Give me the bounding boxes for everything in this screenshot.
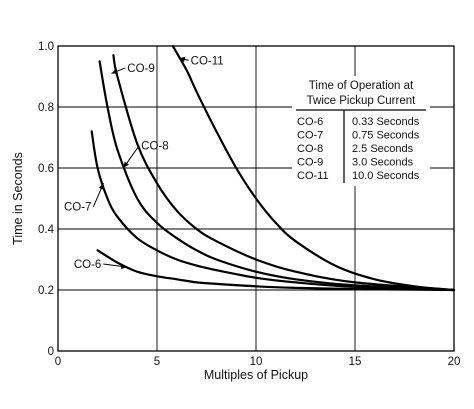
- table-title-line-2: Twice Pickup Current: [307, 95, 416, 107]
- leader-arrowhead: [98, 183, 104, 190]
- y-axis-title: Time in Seconds: [11, 152, 25, 245]
- curve-co-9: [112, 54, 456, 292]
- table-relay-cell: CO-8: [297, 143, 323, 155]
- leader-arrowhead: [121, 263, 128, 269]
- table-background: [292, 76, 430, 186]
- curve-co-7: [90, 130, 456, 292]
- y-tick-label: 0.2: [38, 285, 54, 297]
- x-tick-label: 10: [250, 356, 263, 368]
- tick-labels: 0 5 10 15 20 0 0.2 0.4 0.6 0.8 1.0: [38, 41, 460, 368]
- x-axis-title: Multiples of Pickup: [204, 368, 308, 382]
- table-relay-cell: CO-7: [297, 130, 323, 142]
- curve-co-6: [96, 249, 456, 292]
- plot-frame: [57, 45, 455, 352]
- x-tick-label: 15: [349, 356, 362, 368]
- table-relay-cell: CO-11: [297, 170, 329, 182]
- y-tick-label: 0.6: [38, 163, 54, 175]
- curve-label-co-7: CO-7: [64, 202, 91, 214]
- curve-label-co-9: CO-9: [127, 63, 154, 75]
- table-time-cell: 10.0 Seconds: [352, 170, 420, 182]
- y-tick-label: 0.4: [38, 224, 55, 236]
- curves: [90, 44, 456, 292]
- curve-co-8: [98, 60, 456, 292]
- table-time-cell: 0.33 Seconds: [352, 116, 420, 128]
- table-time-cell: 3.0 Seconds: [352, 157, 414, 169]
- curve-label-co-11: CO-11: [191, 55, 224, 67]
- x-tick-label: 20: [448, 356, 461, 368]
- y-tick-label: 1.0: [38, 41, 54, 53]
- leader-arrowhead: [178, 56, 186, 62]
- leader-arrowhead: [123, 161, 129, 168]
- leader-arrowhead: [111, 68, 118, 74]
- curve-labels: CO-6 CO-7 CO-8 CO-9 CO-11: [64, 55, 224, 271]
- y-tick-label: 0.8: [38, 102, 54, 114]
- table-relay-cell: CO-6: [297, 116, 323, 128]
- table-relay-cell: CO-9: [297, 157, 323, 169]
- curve-label-co-6: CO-6: [74, 259, 101, 271]
- x-tick-label: 5: [154, 356, 160, 368]
- x-tick-label: 0: [55, 356, 61, 368]
- curve-label-co-8: CO-8: [141, 141, 168, 153]
- table-time-cell: 2.5 Seconds: [352, 143, 414, 155]
- curve-co-11: [171, 44, 456, 292]
- table-time-cell: 0.75 Seconds: [352, 130, 420, 142]
- table-title-line-1: Time of Operation at: [309, 80, 414, 92]
- y-tick-label: 0: [48, 346, 54, 358]
- operation-time-table: Time of Operation at Twice Pickup Curren…: [292, 76, 430, 186]
